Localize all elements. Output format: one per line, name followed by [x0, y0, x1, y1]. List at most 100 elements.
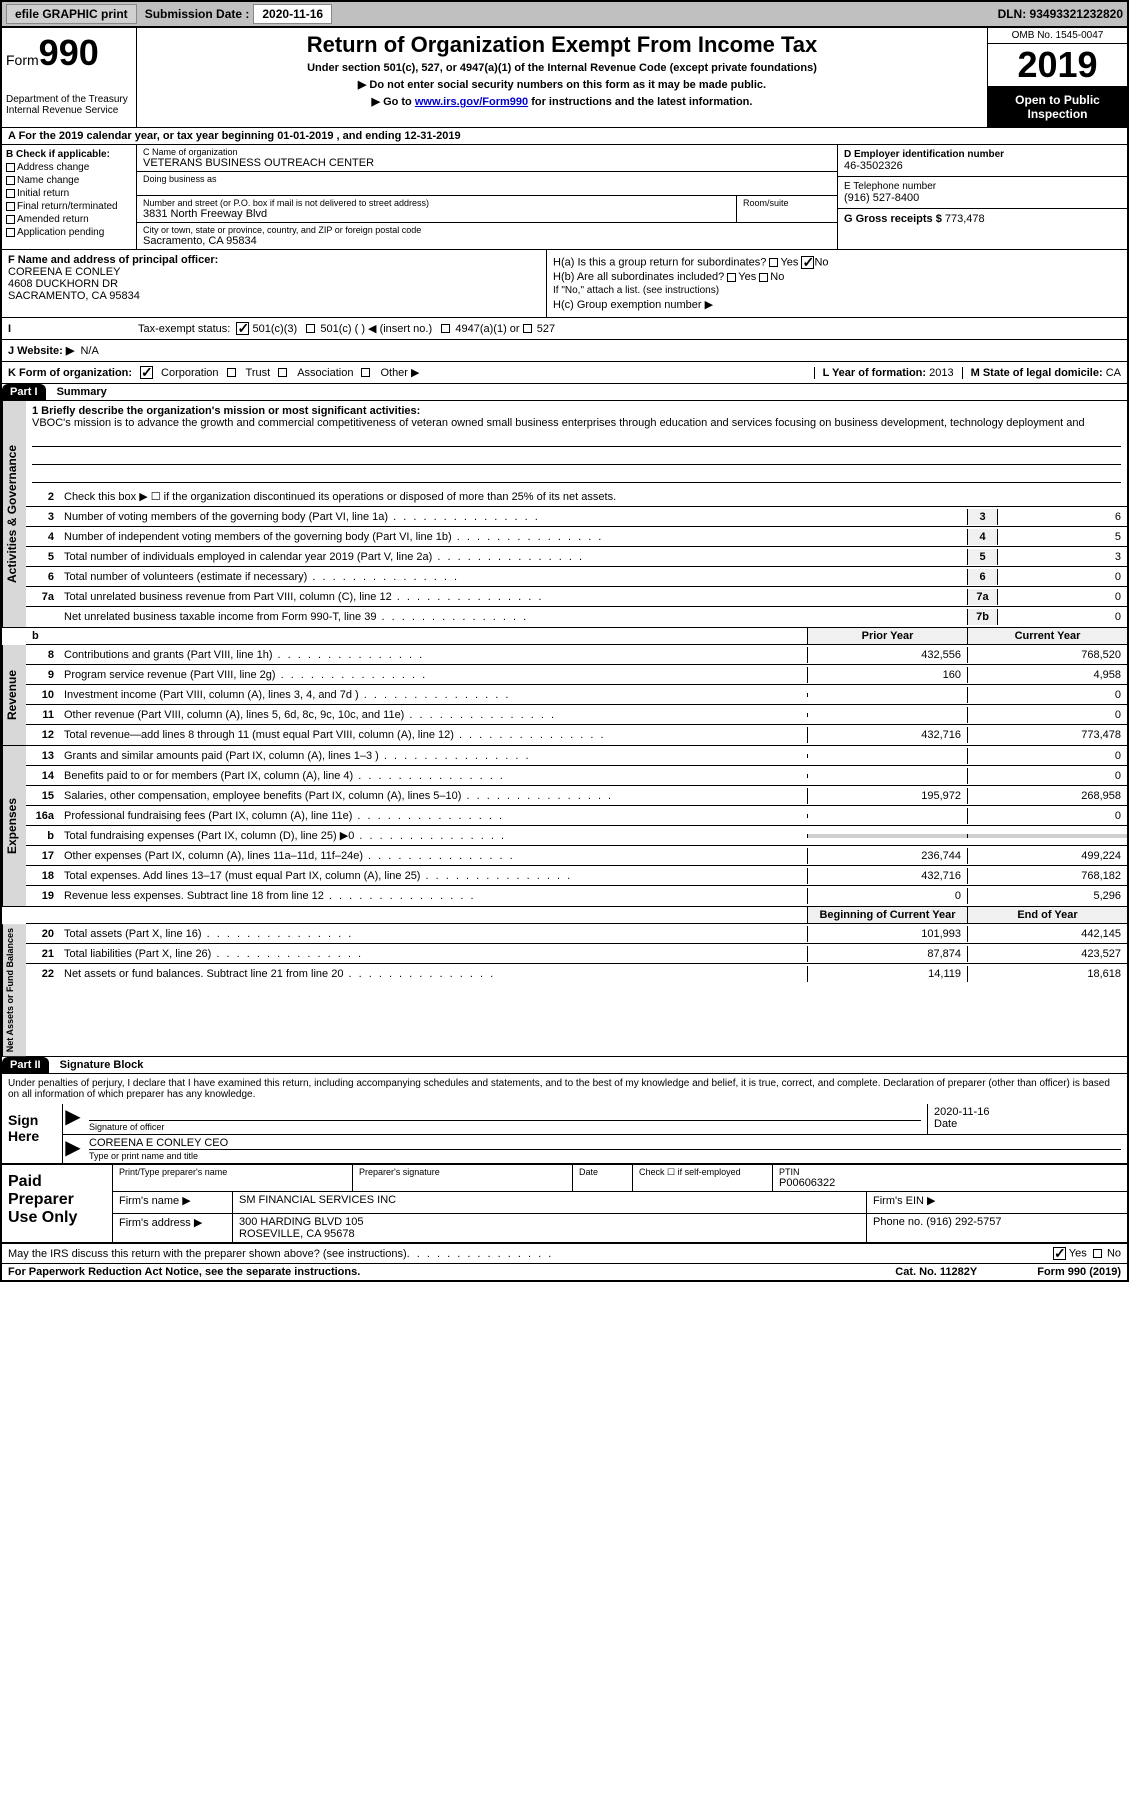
line2: 2Check this box ▶ ☐ if the organization … [26, 487, 1127, 507]
firm-name: SM FINANCIAL SERVICES INC [233, 1192, 867, 1213]
paid-prep-label: Paid Preparer Use Only [2, 1165, 112, 1242]
side-revenue: Revenue [2, 645, 26, 745]
sig-officer-label: Signature of officer [89, 1120, 921, 1132]
side-activities: Activities & Governance [2, 401, 26, 627]
governance-line: Net unrelated business taxable income fr… [26, 607, 1127, 627]
form-container: efile GRAPHIC print Submission Date : 20… [0, 0, 1129, 1282]
governance-line: 4Number of independent voting members of… [26, 527, 1127, 547]
org-name: VETERANS BUSINESS OUTREACH CENTER [143, 157, 831, 169]
dln-label: DLN: 93493321232820 [998, 7, 1123, 21]
note2-post: for instructions and the latest informat… [528, 96, 752, 108]
cb-527[interactable] [523, 324, 532, 333]
efile-print-button[interactable]: efile GRAPHIC print [6, 4, 137, 24]
activities-governance: Activities & Governance 1 Briefly descri… [2, 401, 1127, 628]
note2-pre: ▶ Go to [372, 96, 415, 108]
hb-note: If "No," attach a list. (see instruction… [553, 285, 1121, 296]
data-line: 8Contributions and grants (Part VIII, li… [26, 645, 1127, 665]
discuss-yes-cb[interactable] [1053, 1247, 1066, 1260]
officer-addr2: SACRAMENTO, CA 95834 [8, 290, 540, 302]
end-year-header: End of Year [967, 907, 1127, 923]
cb-final-return[interactable]: Final return/terminated [6, 201, 132, 212]
officer-name: COREENA E CONLEY [8, 266, 540, 278]
ha-yes-cb[interactable] [769, 258, 778, 267]
hb-no-cb[interactable] [759, 273, 768, 282]
cb-amended[interactable]: Amended return [6, 214, 132, 225]
discuss-text: May the IRS discuss this return with the… [8, 1248, 407, 1260]
cb-trust[interactable] [227, 368, 236, 377]
org-name-label: C Name of organization [143, 147, 831, 157]
form-number: 990 [39, 32, 99, 73]
year-header-row: Beginning of Current Year End of Year [2, 907, 1127, 924]
city-state-zip: Sacramento, CA 95834 [143, 235, 831, 247]
data-line: 19Revenue less expenses. Subtract line 1… [26, 886, 1127, 906]
hc-label: H(c) Group exemption number ▶ [553, 298, 1121, 311]
ha-label: H(a) Is this a group return for subordin… [553, 256, 766, 268]
part2-badge: Part II [2, 1057, 49, 1073]
data-line: 12Total revenue—add lines 8 through 11 (… [26, 725, 1127, 745]
dba-label: Doing business as [143, 174, 831, 184]
discuss-no-cb[interactable] [1093, 1249, 1102, 1258]
sig-date-label: Date [934, 1118, 1121, 1130]
begin-year-header: Beginning of Current Year [807, 907, 967, 923]
arrow-icon: ▶ [63, 1104, 83, 1134]
cb-application[interactable]: Application pending [6, 227, 132, 238]
cb-4947[interactable] [441, 324, 450, 333]
website-row: J Website: ▶ N/A [2, 340, 1127, 362]
firm-ein-label: Firm's EIN ▶ [867, 1192, 1127, 1213]
cb-501c[interactable] [306, 324, 315, 333]
box-d-e-g: D Employer identification number 46-3502… [837, 145, 1127, 249]
b-row: b Prior Year Current Year [2, 628, 1127, 645]
side-netassets: Net Assets or Fund Balances [2, 924, 26, 1056]
cb-corp[interactable] [140, 366, 153, 379]
tax-status-label: Tax-exempt status: [138, 323, 230, 335]
submission-label: Submission Date : [145, 7, 250, 21]
instructions-link[interactable]: www.irs.gov/Form990 [415, 96, 528, 108]
cb-other[interactable] [361, 368, 370, 377]
website-value: N/A [80, 345, 98, 357]
prior-year-header: Prior Year [807, 628, 967, 644]
note2: ▶ Go to www.irs.gov/Form990 for instruct… [145, 95, 979, 108]
k-label: K Form of organization: [8, 367, 132, 379]
cb-501c3[interactable] [236, 322, 249, 335]
period-row: A For the 2019 calendar year, or tax yea… [2, 128, 1127, 145]
data-line: 11Other revenue (Part VIII, column (A), … [26, 705, 1127, 725]
mission-text: VBOC's mission is to advance the growth … [32, 417, 1121, 429]
data-line: 14Benefits paid to or for members (Part … [26, 766, 1127, 786]
open-public: Open to Public Inspection [988, 87, 1127, 127]
form-prefix: Form [6, 52, 39, 68]
data-line: 16aProfessional fundraising fees (Part I… [26, 806, 1127, 826]
expenses-section: Expenses 13Grants and similar amounts pa… [2, 746, 1127, 907]
discuss-row: May the IRS discuss this return with the… [2, 1244, 1127, 1263]
ein-value: 46-3502326 [844, 160, 1121, 172]
cb-address-change[interactable]: Address change [6, 162, 132, 173]
omb-number: OMB No. 1545-0047 [988, 28, 1127, 44]
form-title: Return of Organization Exempt From Incom… [145, 32, 979, 58]
website-label: J Website: ▶ [8, 344, 74, 357]
box-f: F Name and address of principal officer:… [2, 250, 547, 317]
data-line: 9Program service revenue (Part VIII, lin… [26, 665, 1127, 685]
addr-label: Number and street (or P.O. box if mail i… [143, 198, 730, 208]
firm-name-label: Firm's name ▶ [113, 1192, 233, 1213]
ptin-value: P00606322 [779, 1177, 1121, 1189]
street-address: 3831 North Freeway Blvd [143, 208, 730, 220]
cb-assoc[interactable] [278, 368, 287, 377]
cb-initial-return[interactable]: Initial return [6, 188, 132, 199]
tax-status-i: I [8, 323, 138, 335]
l-label: L Year of formation: [823, 367, 927, 379]
gross-receipts-label: G Gross receipts $ [844, 213, 942, 225]
header-center: Return of Organization Exempt From Incom… [137, 28, 987, 127]
paperwork-notice: For Paperwork Reduction Act Notice, see … [8, 1266, 360, 1278]
part1-header-row: Part I Summary [2, 384, 1127, 401]
prep-name-label: Print/Type preparer's name [113, 1165, 353, 1191]
ha-no-cb[interactable] [801, 256, 814, 269]
type-name-label: Type or print name and title [89, 1149, 1121, 1161]
check-self-employed[interactable]: Check ☐ if self-employed [633, 1165, 773, 1191]
tax-year: 2019 [988, 44, 1127, 87]
box-b: B Check if applicable: Address change Na… [2, 145, 137, 249]
cb-name-change[interactable]: Name change [6, 175, 132, 186]
hb-yes-cb[interactable] [727, 273, 736, 282]
part1-badge: Part I [2, 384, 46, 400]
prep-date-label: Date [573, 1165, 633, 1191]
tax-status-row: I Tax-exempt status: 501(c)(3) 501(c) ( … [2, 318, 1127, 340]
paperwork-row: For Paperwork Reduction Act Notice, see … [2, 1263, 1127, 1280]
